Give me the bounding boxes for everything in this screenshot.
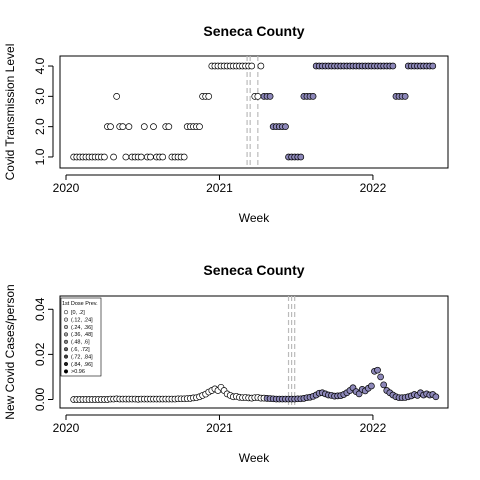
legend-marker (63, 354, 69, 359)
legend-title: 1st Dose Prev. (62, 301, 98, 307)
data-point (429, 62, 437, 70)
panel-transmission: Seneca County 2020 2021 2022 1.02.03.04.0 … (3, 23, 449, 225)
x-tick-label: 2021 (206, 421, 233, 435)
data-point (401, 92, 409, 100)
x-tick-label: 2021 (206, 181, 233, 195)
y-axis-label: Covid Transmission Level (3, 44, 17, 181)
legend-item: (.72, .84] (71, 354, 93, 360)
legend-item: (.48, .6] (71, 340, 90, 346)
y-tick-label: 0.04 (33, 297, 47, 321)
data-points (70, 62, 437, 161)
legend-item: (.36, .48] (71, 332, 93, 338)
data-point (150, 123, 157, 131)
y-tick-label: 2.0 (33, 118, 47, 135)
data-point (137, 153, 145, 161)
data-point (254, 92, 262, 100)
data-point (368, 382, 375, 390)
reference-lines (246, 56, 259, 168)
y-tick-label: 0.00 (33, 387, 47, 411)
plot-frame (59, 295, 449, 409)
data-point (432, 393, 440, 401)
legend-marker (63, 361, 69, 367)
legend-marker (63, 339, 69, 344)
y-axis: 0.00 0.02 0.04 (33, 297, 54, 411)
y-tick-label: 0.02 (33, 342, 47, 366)
data-point (147, 153, 154, 161)
legend-item: (.24, .36] (71, 325, 93, 331)
x-tick-label: 2022 (360, 181, 387, 195)
y-tick-label: 4.0 (33, 57, 47, 74)
legend-marker (63, 332, 69, 337)
data-point (309, 92, 317, 100)
x-axis-label: Week (239, 211, 270, 225)
legend-item: [0, .2] (71, 310, 85, 316)
legend-item: (.84, .96] (71, 362, 93, 368)
plot-frame (59, 55, 449, 169)
legend-marker (63, 324, 69, 330)
legend-item: (.6, .72] (71, 347, 90, 353)
data-point (374, 366, 381, 374)
x-tick-label: 2020 (53, 421, 80, 435)
data-point (110, 153, 117, 161)
data-point (125, 123, 133, 131)
x-axis: 2020 2021 2022 (53, 414, 387, 435)
data-point (180, 153, 188, 161)
y-axis-label: New Covid Cases/person (3, 284, 17, 419)
data-point (140, 123, 148, 131)
data-point (257, 62, 265, 70)
x-tick-label: 2022 (360, 421, 387, 435)
data-point (113, 92, 120, 100)
legend-marker (63, 317, 69, 322)
panel-new-cases: Seneca County 2020 2021 2022 0.000.020.04 … (3, 262, 449, 465)
legend-item: (.12, .24] (71, 317, 93, 323)
x-axis-label: Week (239, 451, 270, 465)
x-tick-label: 2020 (53, 181, 80, 195)
data-points (70, 366, 440, 403)
data-point (380, 381, 388, 389)
data-point (389, 62, 397, 70)
legend-marker (63, 347, 69, 352)
data-point (119, 123, 127, 131)
data-point (159, 153, 167, 161)
data-point (107, 123, 114, 131)
data-point (355, 390, 363, 398)
legend-marker (63, 310, 69, 315)
chart-title: Seneca County (203, 262, 304, 278)
data-point (101, 153, 108, 161)
y-tick-label: 3.0 (33, 88, 47, 105)
y-tick-label: 1.0 (33, 148, 47, 165)
data-point (196, 123, 203, 131)
reference-lines (287, 296, 296, 408)
data-point (165, 123, 173, 131)
data-point (122, 153, 130, 161)
data-point (297, 153, 305, 161)
legend-marker (63, 369, 69, 374)
y-axis: 1.0 2.0 3.0 4.0 (33, 57, 54, 165)
chart-title: Seneca County (203, 23, 304, 39)
legend: 1st Dose Prev. [0, .2](.12, .24] (.24, .36… (60, 297, 102, 377)
data-point (282, 123, 289, 131)
data-point (248, 62, 256, 70)
data-point (266, 92, 274, 100)
data-point (377, 373, 384, 381)
legend-item: >0.96 (71, 369, 85, 375)
data-point (205, 92, 213, 100)
x-axis: 2020 2021 2022 (53, 174, 387, 195)
